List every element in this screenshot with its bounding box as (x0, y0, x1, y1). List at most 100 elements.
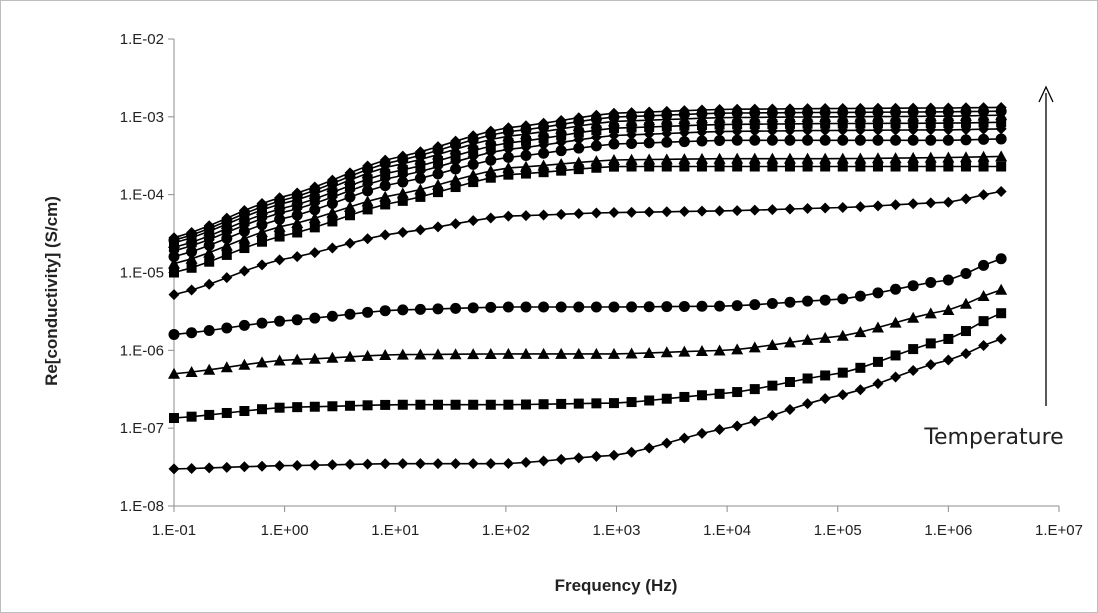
data-point-square-marker (679, 120, 690, 131)
data-point-diamond-marker (837, 102, 849, 114)
data-point-square-marker (732, 161, 743, 172)
data-point-circle-marker (854, 290, 866, 302)
data-point-circle-marker (854, 134, 866, 146)
data-point-square-marker (485, 141, 496, 152)
data-point-circle-marker (344, 191, 356, 203)
data-point-diamond-marker (221, 461, 233, 473)
data-point-diamond-marker (309, 247, 321, 259)
data-point-diamond-marker (168, 232, 180, 244)
data-point-triangle-marker (220, 239, 233, 251)
data-point-diamond-marker (749, 103, 761, 115)
data-point-square-marker (327, 401, 338, 412)
temperature-label: Temperature (923, 425, 1063, 450)
data-point-diamond-marker (186, 462, 198, 474)
data-point-square-marker (696, 120, 707, 131)
data-point-square-marker (996, 117, 1007, 128)
data-point-diamond-marker (837, 202, 849, 214)
y-tick-label: 1.E-07 (120, 420, 164, 437)
data-point-square-marker (239, 243, 250, 254)
data-point-diamond-marker (925, 102, 937, 114)
data-point-circle-marker (186, 327, 198, 339)
data-point-triangle-marker (977, 289, 990, 301)
data-point-circle-marker (538, 147, 550, 159)
data-point-triangle-marker (449, 348, 462, 360)
data-point-diamond-marker (344, 237, 356, 249)
data-point-square-marker (309, 401, 320, 412)
data-point-square-marker (362, 174, 373, 185)
data-point-square-marker (221, 407, 232, 418)
data-point-square-marker (784, 161, 795, 172)
data-point-diamond-marker (766, 409, 778, 421)
data-point-triangle-marker (467, 348, 480, 360)
data-point-diamond-marker (520, 120, 532, 132)
data-point-diamond-marker (344, 458, 356, 470)
data-point-square-marker (485, 172, 496, 183)
data-point-diamond-marker (203, 462, 215, 474)
data-point-diamond-marker (203, 278, 215, 290)
data-point-square-marker (978, 316, 989, 327)
data-point-triangle-marker (484, 164, 497, 176)
data-point-diamond-marker (907, 364, 919, 376)
data-point-square-marker (468, 145, 479, 156)
data-point-circle-marker (467, 158, 479, 170)
data-point-triangle-marker (819, 331, 832, 343)
data-point-triangle-marker (819, 152, 832, 164)
data-point-diamond-marker (661, 206, 673, 218)
data-point-square-marker (679, 161, 690, 172)
data-point-circle-marker (643, 301, 655, 313)
data-series (168, 101, 1008, 475)
data-point-circle-marker (291, 209, 303, 221)
data-point-circle-marker (784, 134, 796, 146)
data-point-diamond-marker (573, 452, 585, 464)
data-point-square-marker (855, 362, 866, 373)
data-point-triangle-marker (185, 366, 198, 378)
data-point-square-marker (256, 236, 267, 247)
data-point-square-marker (908, 344, 919, 355)
data-point-square-marker (538, 167, 549, 178)
data-point-diamond-marker (960, 102, 972, 114)
data-point-diamond-marker (186, 226, 198, 238)
data-point-diamond-marker (467, 215, 479, 227)
data-point-triangle-marker (273, 354, 286, 366)
data-point-diamond-marker (485, 212, 497, 224)
data-point-circle-marker (520, 301, 532, 313)
data-point-square-marker (380, 399, 391, 410)
data-point-square-marker (520, 135, 531, 146)
data-point-triangle-marker (907, 151, 920, 163)
data-point-diamond-marker (467, 458, 479, 470)
data-point-square-marker (503, 399, 514, 410)
data-point-diamond-marker (238, 461, 250, 473)
data-point-square-marker (714, 388, 725, 399)
data-point-diamond-marker (221, 272, 233, 284)
data-point-square-marker (591, 162, 602, 173)
data-point-diamond-marker (854, 201, 866, 213)
data-point-circle-marker (678, 136, 690, 148)
data-point-square-marker (362, 204, 373, 215)
data-point-square-marker (960, 326, 971, 337)
data-point-square-marker (837, 118, 848, 129)
data-point-circle-marker (837, 293, 849, 305)
data-point-square-marker (292, 402, 303, 413)
x-tick-label: 1.E-01 (152, 522, 196, 539)
data-point-square-marker (344, 210, 355, 221)
series-13 (168, 101, 1007, 244)
data-point-circle-marker (326, 197, 338, 209)
data-point-circle-marker (960, 268, 972, 280)
y-tick-label: 1.E-05 (120, 265, 164, 282)
data-point-square-marker (679, 391, 690, 402)
data-point-triangle-marker (625, 347, 638, 359)
data-point-square-marker (767, 380, 778, 391)
data-point-diamond-marker (890, 199, 902, 211)
data-point-square-marker (802, 373, 813, 384)
series-2 (169, 308, 1007, 424)
data-point-diamond-marker (802, 103, 814, 115)
data-point-square-marker (767, 119, 778, 130)
data-point-diamond-marker (661, 437, 673, 449)
data-point-square-marker (925, 118, 936, 129)
data-point-diamond-marker (608, 449, 620, 461)
data-point-diamond-marker (432, 221, 444, 233)
data-point-square-marker (820, 370, 831, 381)
data-point-diamond-marker (872, 200, 884, 212)
data-point-diamond-marker (309, 181, 321, 193)
